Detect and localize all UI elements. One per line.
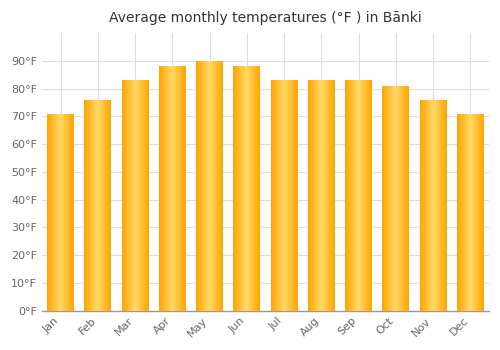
Title: Average monthly temperatures (°F ) in Bānki: Average monthly temperatures (°F ) in Bā… [109,11,422,25]
